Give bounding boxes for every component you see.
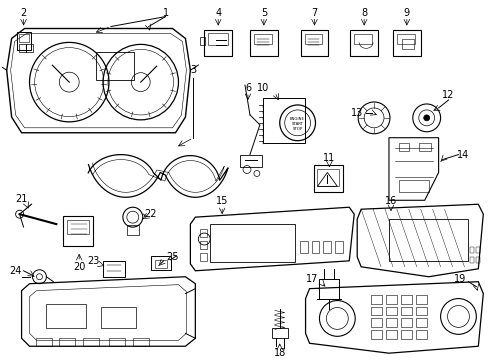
Bar <box>349 31 377 56</box>
Bar <box>385 319 396 327</box>
Bar <box>37 338 52 346</box>
Bar <box>133 338 148 346</box>
Bar <box>300 31 328 56</box>
Bar <box>370 330 381 339</box>
Bar <box>415 319 426 327</box>
Bar <box>396 35 414 44</box>
Bar <box>392 31 420 56</box>
Text: 16: 16 <box>384 196 396 206</box>
Text: 22: 22 <box>144 209 157 219</box>
Bar <box>253 35 271 44</box>
Bar <box>370 306 381 315</box>
Bar <box>263 98 304 143</box>
Bar <box>200 253 207 261</box>
Bar <box>415 294 426 303</box>
Text: 19: 19 <box>453 274 466 284</box>
Text: 6: 6 <box>244 83 250 93</box>
Text: 24: 24 <box>9 266 22 276</box>
Bar <box>240 154 262 167</box>
Bar <box>475 247 479 253</box>
Text: 9: 9 <box>403 8 409 18</box>
Bar <box>313 165 343 192</box>
Text: START: START <box>291 122 303 126</box>
Bar <box>385 294 396 303</box>
Bar <box>19 44 32 52</box>
Bar <box>415 330 426 339</box>
Text: 7: 7 <box>311 8 317 18</box>
Text: STOP: STOP <box>292 127 302 131</box>
Text: 20: 20 <box>73 262 85 272</box>
Bar <box>415 306 426 315</box>
Bar <box>208 33 227 45</box>
Bar <box>101 306 136 328</box>
Text: 12: 12 <box>442 90 454 100</box>
Text: 3: 3 <box>190 65 196 75</box>
Bar <box>469 247 473 253</box>
Bar <box>385 330 396 339</box>
Text: 10: 10 <box>256 83 268 93</box>
Bar <box>469 257 473 263</box>
Text: 17: 17 <box>305 274 318 284</box>
Bar <box>400 330 411 339</box>
Bar <box>398 180 428 192</box>
Bar <box>385 306 396 315</box>
Text: 14: 14 <box>456 150 468 159</box>
Text: 25: 25 <box>166 252 179 262</box>
Bar <box>400 306 411 315</box>
Bar <box>109 338 124 346</box>
Bar <box>59 338 75 346</box>
Bar <box>200 229 207 237</box>
Bar <box>150 256 170 270</box>
Bar <box>210 224 294 262</box>
Bar <box>17 32 30 50</box>
Bar <box>370 294 381 303</box>
Text: 11: 11 <box>323 153 335 163</box>
Bar <box>317 168 339 186</box>
Bar <box>398 143 408 150</box>
Bar <box>370 319 381 327</box>
Bar <box>311 241 319 253</box>
Bar <box>126 225 139 235</box>
Text: 23: 23 <box>87 256 99 266</box>
Text: 2: 2 <box>20 8 27 18</box>
Bar <box>475 257 479 263</box>
Bar <box>83 338 99 346</box>
Bar <box>96 52 134 80</box>
Text: 8: 8 <box>360 8 366 18</box>
Bar <box>299 241 307 253</box>
Bar <box>63 216 93 246</box>
Bar <box>304 35 322 44</box>
Text: 18: 18 <box>273 348 285 358</box>
Text: ENGINE: ENGINE <box>289 117 305 121</box>
Text: 15: 15 <box>216 196 228 206</box>
Text: 13: 13 <box>350 108 363 118</box>
Bar <box>249 31 277 56</box>
Bar <box>200 241 207 249</box>
Bar <box>154 260 166 268</box>
Bar <box>319 279 339 298</box>
Bar <box>271 328 287 338</box>
Bar <box>335 241 343 253</box>
Text: 5: 5 <box>260 8 266 18</box>
Bar <box>323 241 331 253</box>
Bar <box>388 219 468 261</box>
Bar <box>418 143 430 150</box>
Bar <box>204 31 232 56</box>
Bar <box>19 35 28 42</box>
Bar <box>200 37 205 45</box>
Bar <box>400 319 411 327</box>
Text: 4: 4 <box>215 8 221 18</box>
Bar <box>103 261 124 277</box>
Bar <box>46 303 86 328</box>
Circle shape <box>423 115 429 121</box>
Bar <box>400 294 411 303</box>
Text: 1: 1 <box>162 8 168 18</box>
Bar <box>67 220 89 234</box>
Bar <box>353 35 371 44</box>
Text: 21: 21 <box>15 194 28 204</box>
Bar <box>401 39 413 49</box>
